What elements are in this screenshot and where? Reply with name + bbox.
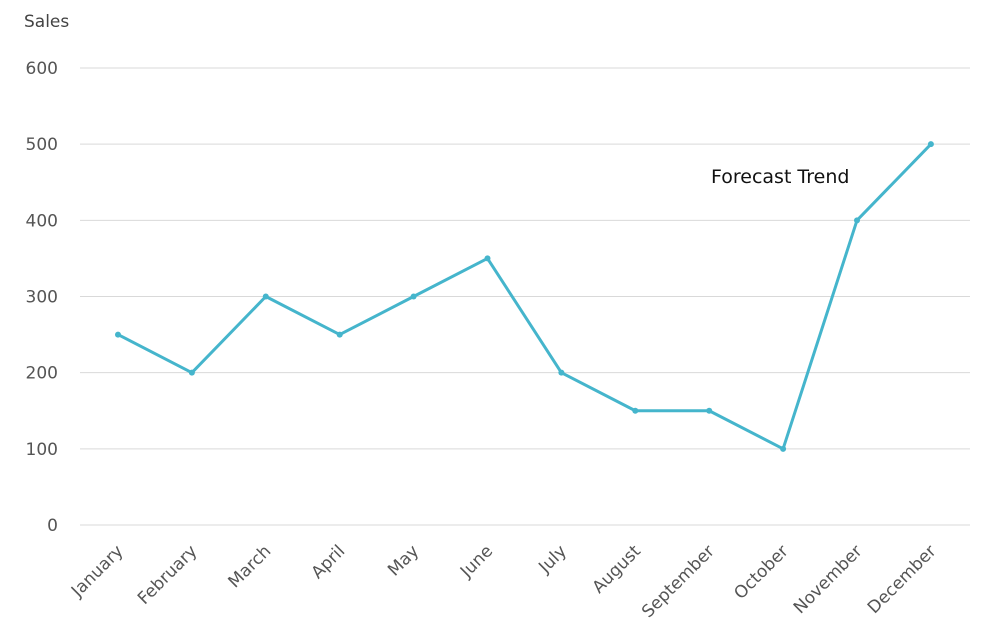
data-point <box>336 331 343 338</box>
series-layer <box>115 141 934 452</box>
data-point <box>927 141 934 148</box>
data-point <box>706 407 713 414</box>
data-point <box>410 293 417 300</box>
x-tick-label: April <box>308 541 350 583</box>
x-tick-label: June <box>456 541 497 582</box>
x-tick-label: November <box>790 541 867 618</box>
data-point <box>558 369 565 376</box>
x-tick-label: March <box>225 541 276 592</box>
x-tick-label: February <box>134 541 201 608</box>
y-tick-label: 400 <box>26 211 58 231</box>
x-axis-ticks: January February March April May June July Augu… <box>67 541 940 622</box>
series-line <box>116 142 933 451</box>
y-axis-ticks: 0 100 200 300 400 500 600 <box>26 59 58 536</box>
y-tick-label: 600 <box>26 59 58 79</box>
data-point <box>484 255 491 262</box>
y-tick-label: 0 <box>47 516 58 536</box>
annotation-forecast-trend: Forecast Trend <box>711 166 849 188</box>
y-tick-label: 500 <box>26 135 58 155</box>
data-point <box>115 331 121 338</box>
data-point <box>188 369 195 376</box>
y-axis-label: Sales <box>24 12 69 32</box>
data-point <box>262 293 269 300</box>
y-tick-label: 100 <box>26 440 58 460</box>
data-point <box>854 217 860 224</box>
x-tick-label: July <box>534 541 570 577</box>
x-tick-label: December <box>864 541 940 617</box>
x-tick-label: May <box>384 541 423 580</box>
data-point <box>632 407 639 414</box>
data-point <box>780 445 787 452</box>
y-tick-label: 300 <box>26 288 58 308</box>
x-tick-label: August <box>589 541 645 597</box>
x-tick-label: January <box>67 541 127 601</box>
x-tick-label: September <box>638 541 719 622</box>
gridlines <box>80 67 970 526</box>
y-tick-label: 200 <box>26 364 58 384</box>
x-tick-label: October <box>730 541 792 603</box>
